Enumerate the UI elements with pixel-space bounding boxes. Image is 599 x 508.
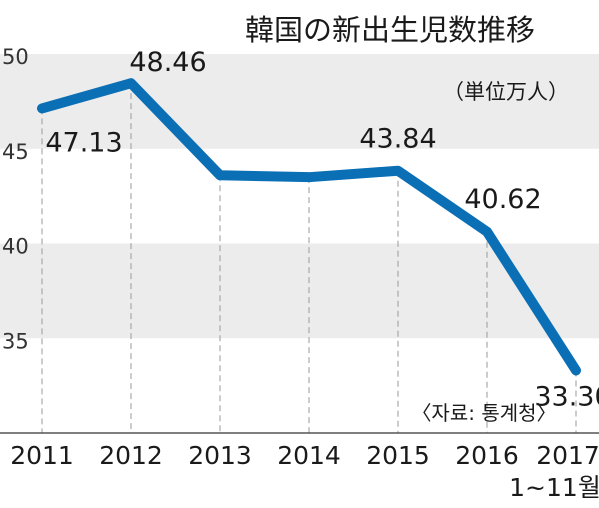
y-tick-label: 35: [2, 329, 29, 353]
y-tick-labels: 35 40 45 50: [2, 45, 29, 353]
data-label: 33.30: [534, 381, 599, 412]
x-tick-labels: 2011 2012 2013 2014 2015 2016 2017: [10, 441, 599, 470]
vertical-guides: [41, 83, 577, 433]
x-tick-label: 2017: [536, 441, 599, 470]
data-label: 43.84: [359, 124, 436, 155]
x-tick-label: 2016: [455, 441, 519, 470]
x-tick-label: 2014: [277, 441, 341, 470]
unit-label: （単位万人）: [443, 80, 569, 104]
x-tick-sublabel: 1~11월: [509, 473, 599, 502]
y-tick-label: 40: [2, 235, 29, 259]
y-tick-label: 50: [2, 45, 29, 69]
x-tick-label: 2015: [366, 441, 430, 470]
x-tick-label: 2013: [188, 441, 252, 470]
data-labels: 47.13 48.46 43.84 40.62 33.30: [45, 47, 599, 412]
series-line-births: [37, 78, 581, 376]
y-tick-label: 45: [2, 140, 29, 164]
data-label: 47.13: [45, 127, 122, 158]
chart-title: 韓国の新出生児数推移: [245, 13, 535, 47]
data-label: 48.46: [129, 47, 206, 78]
x-tick-label: 2011: [10, 441, 74, 470]
source-note: 〈자료: 통계청〉: [411, 401, 556, 425]
grid-band: [0, 54, 599, 149]
data-label: 40.62: [464, 184, 541, 215]
x-tick-label: 2012: [99, 441, 163, 470]
